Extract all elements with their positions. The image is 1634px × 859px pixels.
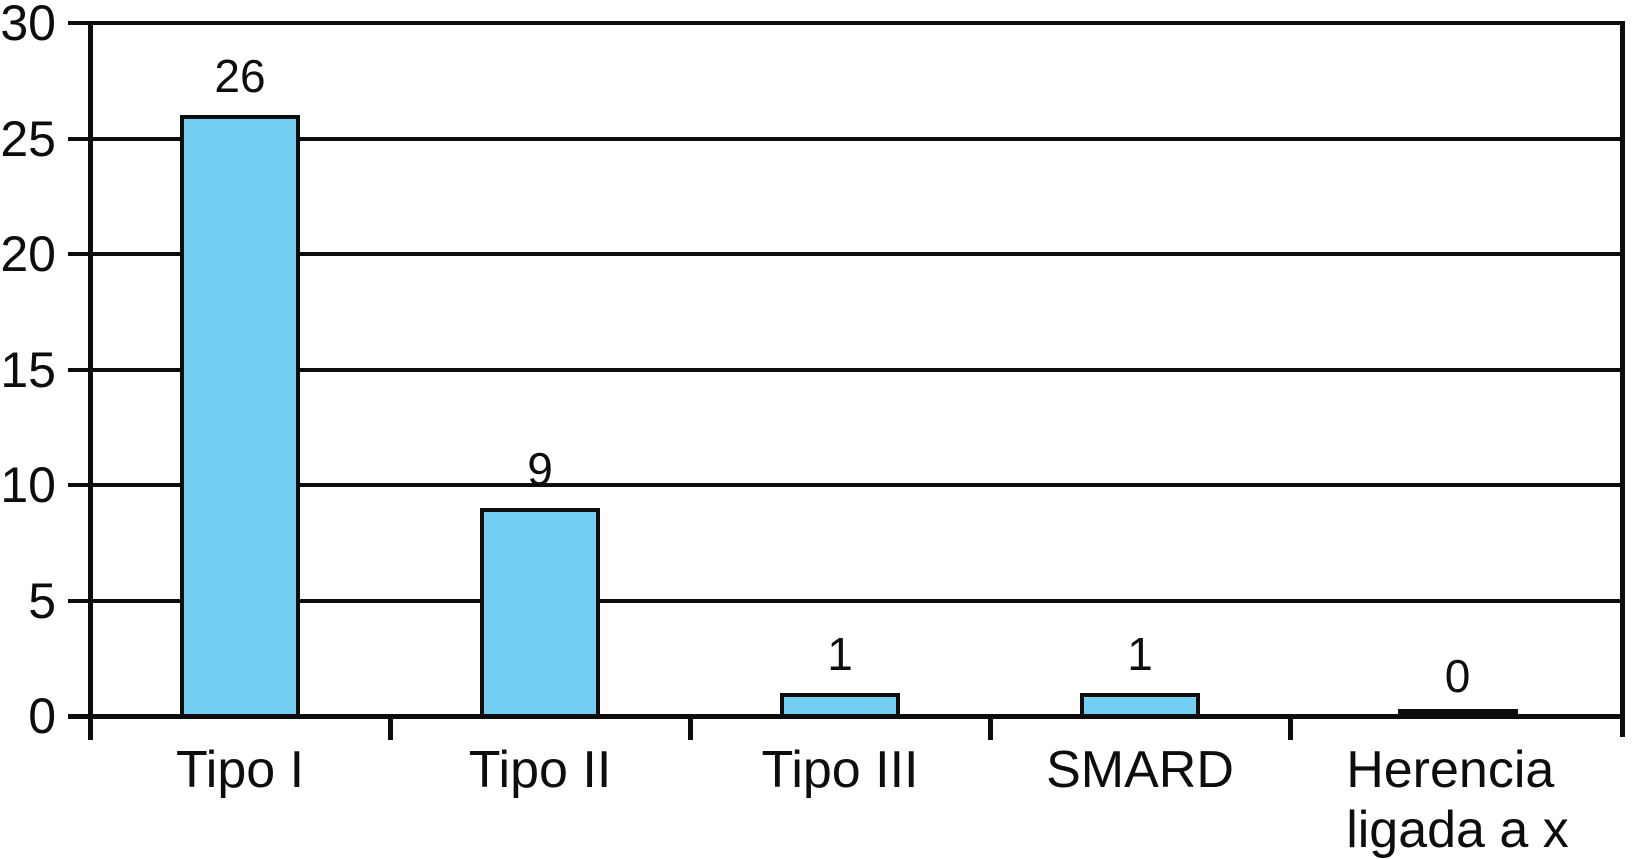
bar-value-label: 1 [827,627,853,680]
x-axis-category-label: Tipo I [176,740,304,800]
bar [480,508,600,718]
y-axis-tick-label: 0 [28,688,56,744]
x-axis-category-label-line: Tipo II [468,741,612,799]
y-axis-tick-label: 10 [0,457,56,513]
y-axis-line [88,23,93,740]
x-axis-tick [988,716,993,740]
bar-value-label: 0 [1444,650,1471,702]
gridline [68,367,1625,372]
x-axis-category-label-line: SMARD [1046,741,1234,799]
x-axis-tick [1288,716,1293,740]
y-axis-tick-label: 15 [0,341,56,398]
gridline [68,136,1625,141]
bar-value-label: 9 [527,443,553,496]
zero-value-bar [1397,709,1518,716]
x-axis-category-label-line: ligada a x [1346,801,1569,859]
bar [180,115,300,718]
y-axis-tick-label: 25 [0,110,56,167]
bar-value-label: 26 [214,50,266,103]
y-axis-tick-label: 30 [0,0,56,51]
plot-right-border [1620,23,1625,737]
x-axis-category-label-line: Tipo I [175,741,305,799]
bar [780,692,900,718]
x-axis-category-label: Herencia ligada a x [1346,740,1569,859]
x-axis-category-label-line: Herencia [1346,741,1555,799]
gridline [68,598,1625,603]
gridline [68,21,1625,25]
gridline [68,252,1625,256]
y-axis-tick-label: 5 [28,572,56,629]
gridline [68,483,1625,487]
bar-value-label: 1 [1127,627,1153,680]
bar [1080,692,1200,718]
x-axis-tick [388,716,393,740]
y-axis-tick-label: 20 [0,226,56,282]
x-axis-tick [688,716,693,740]
x-axis-category-label-line: Tipo III [761,741,919,799]
x-axis-category-label: Tipo III [761,740,918,800]
x-axis-category-label: Tipo II [469,740,612,800]
x-axis-category-label: SMARD [1046,740,1234,800]
